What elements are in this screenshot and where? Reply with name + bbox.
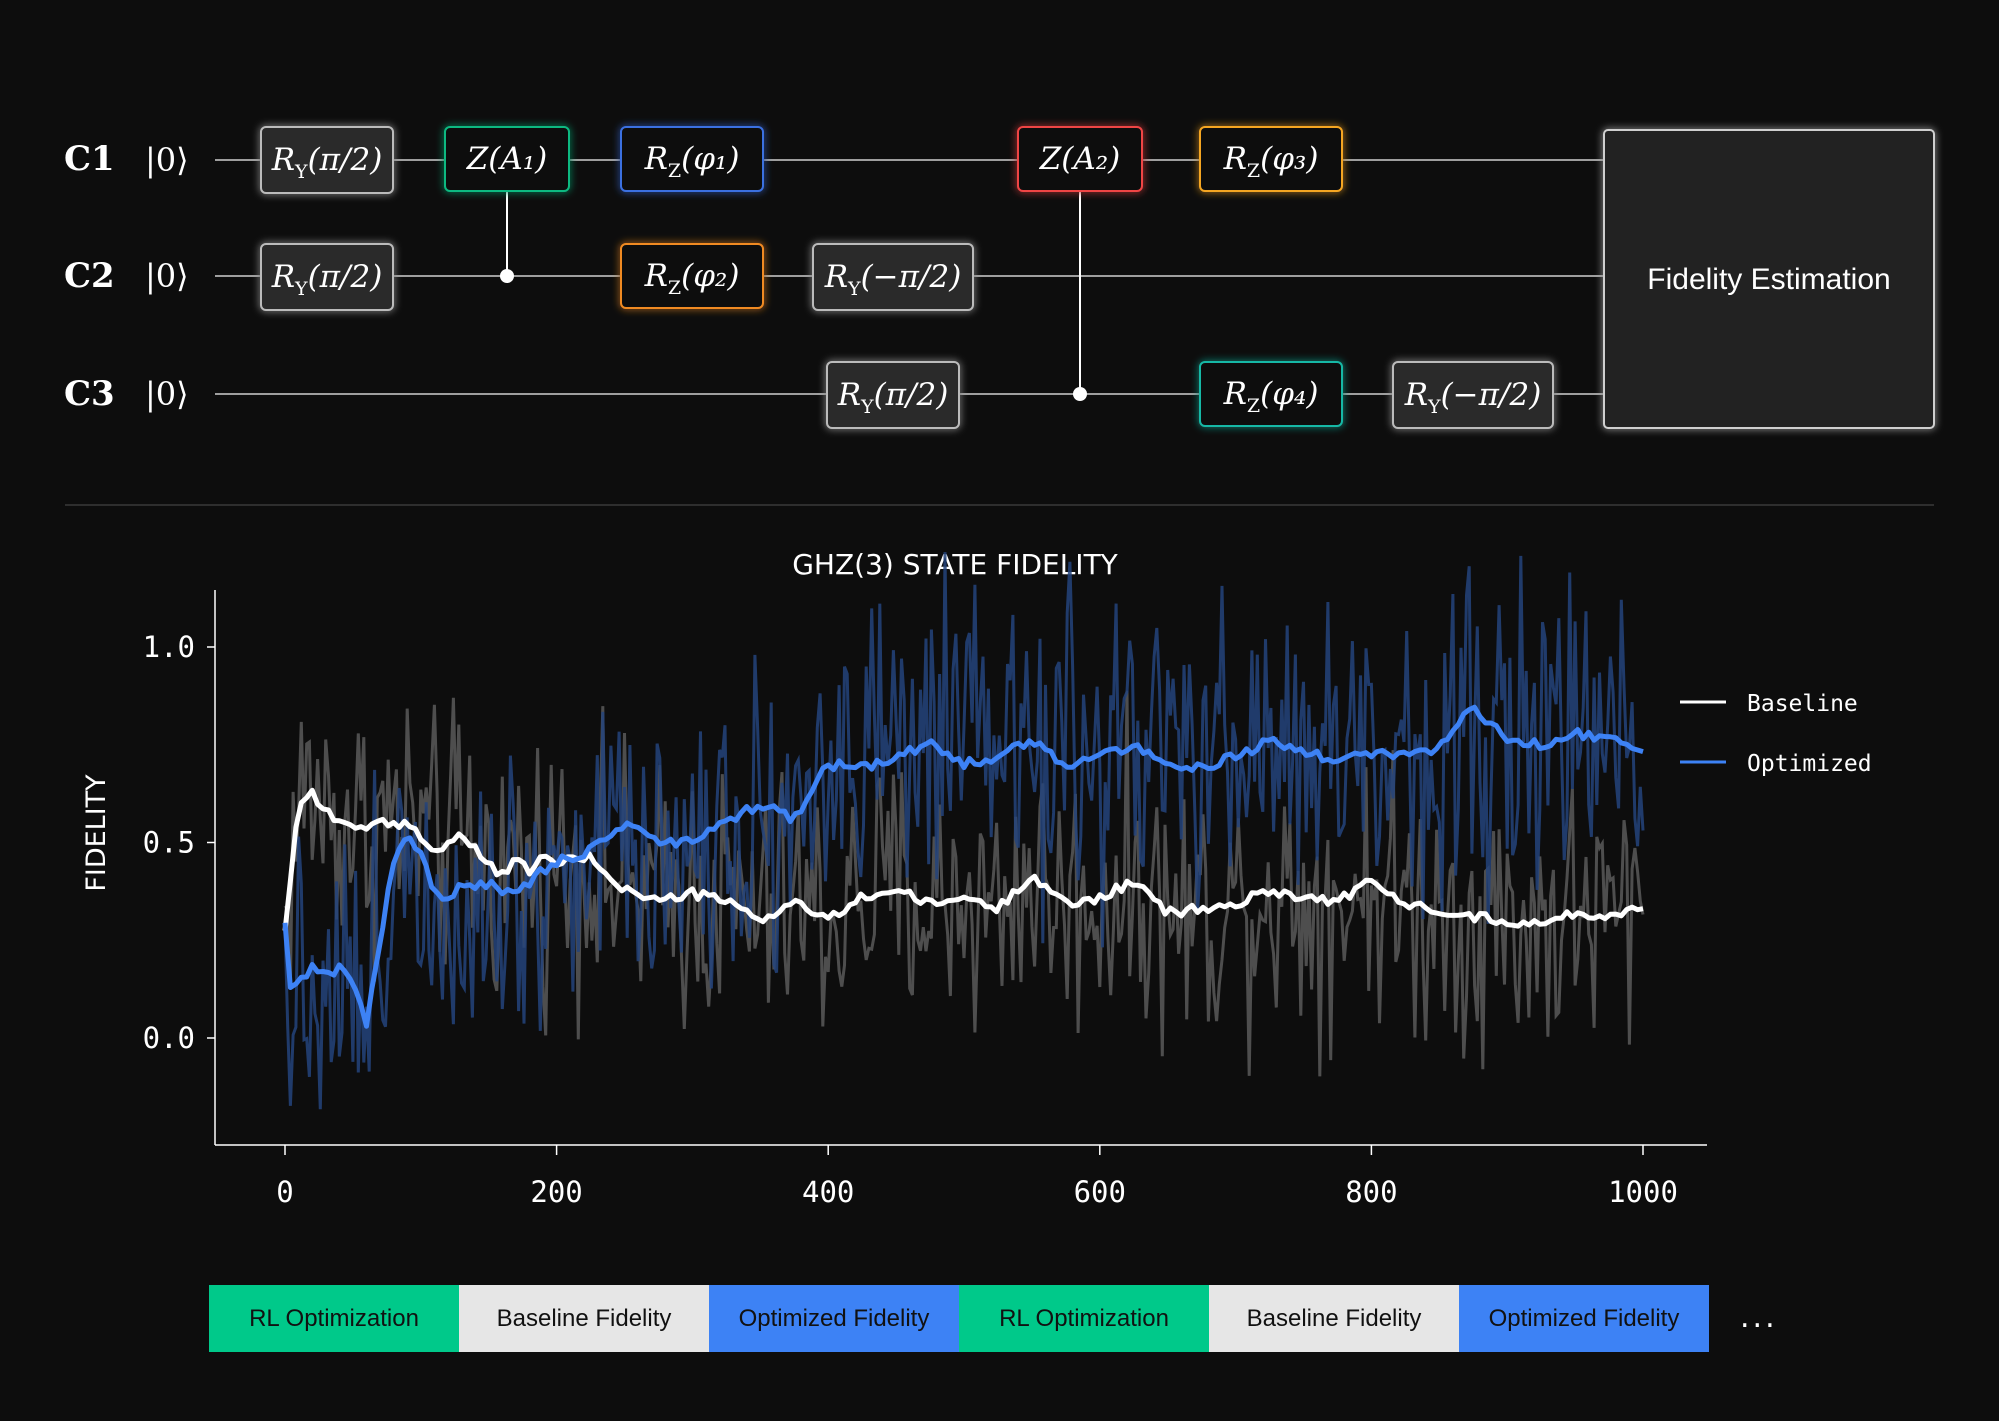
strip-ellipsis: ... (1740, 1300, 1778, 1335)
quantum-circuit: C1 C2 C3 |0⟩ |0⟩ |0⟩ RY(π/2) RY(π/2) Z(A… (64, 126, 1935, 429)
svg-text:RZ(φ₄): RZ(φ₄) (1223, 376, 1319, 417)
x-tick-label: 0 (276, 1175, 293, 1209)
x-tick-label: 600 (1074, 1175, 1126, 1209)
x-axis-ticks: 0 200 400 600 800 1000 (276, 1145, 1678, 1209)
fidelity-estimation-label: Fidelity Estimation (1647, 263, 1890, 296)
legend-label-optimized: Optimized (1747, 751, 1872, 777)
gate-ry-c3: RY(π/2) (826, 361, 960, 429)
gate-rz-phi1: RZ(φ₁) (620, 126, 764, 192)
series-line-optimized (282, 704, 1644, 1029)
svg-text:Z(A₁): Z(A₁) (466, 141, 548, 177)
smoothed-fidelity-lines (282, 704, 1644, 1029)
gate-rz-phi4: RZ(φ₄) (1199, 361, 1343, 427)
svg-text:Z(A₂): Z(A₂) (1039, 141, 1121, 177)
strip-optimized-fidelity-2: Optimized Fidelity (1459, 1285, 1709, 1352)
strip-baseline-fidelity-2: Baseline Fidelity (1209, 1285, 1459, 1352)
gate-ry-neg-c3: RY(−π/2) (1392, 361, 1554, 429)
workflow-strip: RL Optimization Baseline Fidelity Optimi… (209, 1285, 1709, 1352)
gate-ry-c1: RY(π/2) (260, 126, 394, 194)
svg-text:RY(π/2): RY(π/2) (271, 259, 383, 300)
gate-rz-phi2: RZ(φ₂) (620, 243, 764, 309)
control-dot-a1 (500, 269, 514, 283)
raw-trace-baseline (283, 690, 1645, 1077)
svg-text:RZ(φ₂): RZ(φ₂) (644, 258, 740, 299)
fidelity-estimation-box: Fidelity Estimation (1603, 129, 1935, 429)
legend-label-baseline: Baseline (1747, 691, 1858, 717)
svg-text:RY(−π/2): RY(−π/2) (824, 259, 962, 300)
initial-state-c1: |0⟩ (145, 141, 189, 179)
initial-state-c3: |0⟩ (145, 375, 189, 413)
wire-label-c2: C2 (64, 256, 115, 296)
legend: Baseline Optimized (1680, 691, 1872, 777)
x-tick-label: 1000 (1608, 1175, 1678, 1209)
y-tick-label: 1.0 (143, 630, 195, 664)
y-tick-label: 0.0 (143, 1021, 195, 1055)
gate-z-a1: Z(A₁) (444, 126, 570, 192)
control-dot-a2 (1073, 387, 1087, 401)
raw-fidelity-traces (283, 552, 1645, 1110)
svg-text:RZ(φ₃): RZ(φ₃) (1223, 141, 1319, 182)
svg-text:RZ(φ₁): RZ(φ₁) (644, 141, 740, 182)
svg-text:RY(π/2): RY(π/2) (837, 377, 949, 418)
strip-rl-optimization-1: RL Optimization (209, 1285, 459, 1352)
strip-baseline-fidelity-1: Baseline Fidelity (459, 1285, 709, 1352)
chart-title: GHZ(3) STATE FIDELITY (792, 548, 1118, 581)
y-tick-label: 0.5 (143, 826, 195, 860)
initial-state-c2: |0⟩ (145, 257, 189, 295)
x-tick-label: 200 (530, 1175, 582, 1209)
y-axis-label: FIDELITY (81, 774, 112, 892)
gate-ry-c2: RY(π/2) (260, 243, 394, 311)
strip-rl-optimization-2: RL Optimization (959, 1285, 1209, 1352)
wire-label-c3: C3 (64, 374, 115, 414)
gate-rz-phi3: RZ(φ₃) (1199, 126, 1343, 192)
gate-z-a2: Z(A₂) (1017, 126, 1143, 192)
fidelity-chart: GHZ(3) STATE FIDELITY FIDELITY 0.0 0.5 1.0… (81, 548, 1872, 1209)
svg-text:RY(−π/2): RY(−π/2) (1404, 377, 1542, 418)
x-tick-label: 800 (1345, 1175, 1397, 1209)
series-line-baseline (282, 787, 1644, 931)
gate-ry-neg-c2: RY(−π/2) (812, 243, 974, 311)
x-tick-label: 400 (802, 1175, 854, 1209)
strip-optimized-fidelity-1: Optimized Fidelity (709, 1285, 959, 1352)
svg-text:RY(π/2): RY(π/2) (271, 142, 383, 183)
y-axis-ticks: 0.0 0.5 1.0 (143, 630, 215, 1055)
wire-label-c1: C1 (64, 139, 115, 179)
